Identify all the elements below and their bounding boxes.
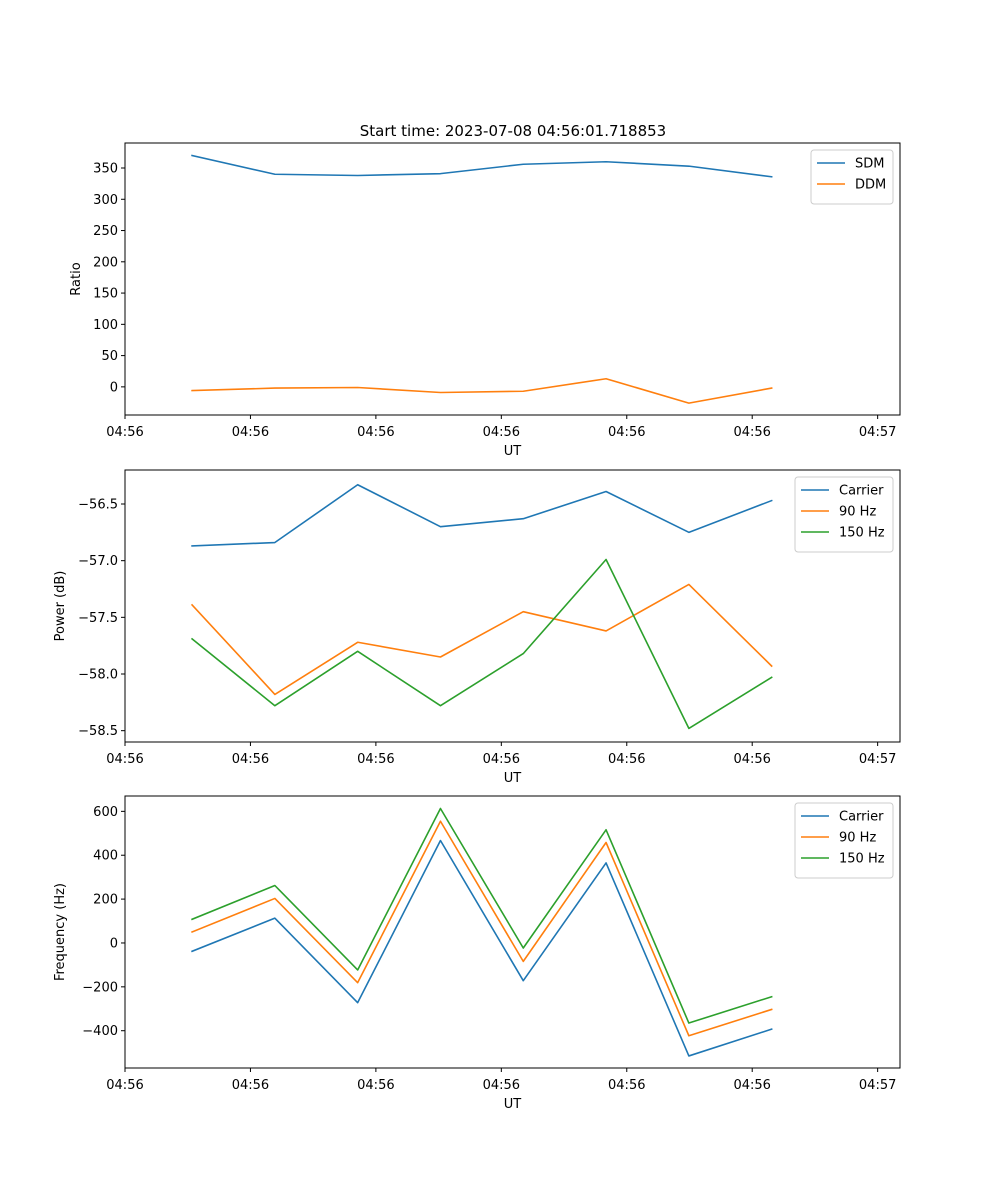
- y-tick-label: −58.0: [78, 668, 118, 683]
- y-tick-label: −400: [82, 1024, 118, 1039]
- y-tick-label: 400: [93, 849, 118, 864]
- x-tick-label: 04:56: [483, 752, 520, 767]
- axes-frame: [124, 795, 901, 1069]
- legend-label: SDM: [855, 157, 884, 172]
- legend-label: DDM: [855, 178, 886, 193]
- axes-frame: [124, 142, 901, 416]
- y-tick-label: 0: [110, 380, 118, 395]
- y-tick-label: −57.0: [78, 554, 118, 569]
- y-tick-label: 600: [93, 805, 118, 820]
- series-line-sdm: [191, 154, 773, 178]
- x-tick-label: 04:56: [357, 1078, 394, 1093]
- x-tick-label: 04:56: [357, 425, 394, 440]
- y-tick-label: 0: [110, 936, 118, 951]
- x-tick-label: 04:56: [232, 752, 269, 767]
- series-line-carrier: [191, 839, 773, 1057]
- y-tick-label: 200: [93, 255, 118, 270]
- series-line-150-hz: [191, 807, 773, 1024]
- x-tick-label: 04:56: [733, 425, 770, 440]
- power-chart: −58.5 −58.0 −57.5 −57.0 −56.5 04:56 04:56 04:56…: [53, 469, 901, 786]
- x-tick-label: 04:56: [608, 425, 645, 440]
- y-axis-label: Frequency (Hz): [53, 883, 68, 981]
- series-line-150-hz: [190, 558, 773, 730]
- legend: Carrier 90 Hz 150 Hz: [794, 802, 894, 879]
- legend-label: 150 Hz: [839, 526, 885, 541]
- x-tick-label: 04:56: [483, 425, 520, 440]
- y-tick-label: 250: [93, 224, 118, 239]
- x-tick-label: 04:56: [733, 1078, 770, 1093]
- x-tick-label: 04:56: [106, 425, 143, 440]
- x-tick-label: 04:56: [232, 1078, 269, 1093]
- frequency-chart: −400 −200 0 200 400 600 04:56 04:56 04:56 04:56 04…: [53, 795, 901, 1112]
- x-tick-label: 04:57: [859, 752, 896, 767]
- y-tick-label: −57.5: [78, 611, 118, 626]
- y-tick-label: 300: [93, 193, 118, 208]
- y-tick-label: −58.5: [78, 724, 118, 739]
- series-line-ddm: [191, 377, 773, 404]
- x-tick-label: 04:56: [483, 1078, 520, 1093]
- y-axis-label: Ratio: [69, 262, 84, 295]
- x-tick-label: 04:56: [608, 1078, 645, 1093]
- y-tick-label: 50: [101, 349, 118, 364]
- x-tick-label: 04:56: [608, 752, 645, 767]
- x-tick-label: 04:57: [859, 425, 896, 440]
- y-axis-label: Power (dB): [53, 571, 68, 642]
- plot-area: [125, 143, 900, 415]
- series-line-90-hz: [191, 820, 773, 1037]
- x-tick-label: 04:56: [357, 752, 394, 767]
- y-tick-label: −56.5: [78, 498, 118, 513]
- y-tick-label: −200: [82, 980, 118, 995]
- axes-frame: [124, 469, 901, 743]
- x-tick-label: 04:56: [733, 752, 770, 767]
- legend-box: [794, 802, 894, 879]
- legend-box: [794, 476, 894, 553]
- y-tick-label: 200: [93, 893, 118, 908]
- legend-label: 90 Hz: [839, 505, 876, 520]
- x-tick-label: 04:56: [106, 752, 143, 767]
- y-tick-label: 100: [93, 318, 118, 333]
- x-tick-label: 04:57: [859, 1078, 896, 1093]
- y-tick-label: 150: [93, 287, 118, 302]
- legend-label: Carrier: [839, 484, 884, 499]
- x-tick-label: 04:56: [106, 1078, 143, 1093]
- x-tick-label: 04:56: [232, 425, 269, 440]
- legend: Carrier 90 Hz 150 Hz: [794, 476, 894, 553]
- legend-label: Carrier: [839, 810, 884, 825]
- legend-label: 90 Hz: [839, 831, 876, 846]
- plot-area: [125, 796, 900, 1068]
- legend: SDM DDM: [810, 149, 894, 205]
- series-line-90-hz: [190, 583, 773, 696]
- x-axis-label: UT: [504, 1097, 522, 1112]
- y-tick-label: 350: [93, 162, 118, 177]
- legend-label: 150 Hz: [839, 852, 885, 867]
- series-line-carrier: [191, 483, 773, 547]
- plot-area: [125, 470, 900, 742]
- figure-title: Start time: 2023-07-08 04:56:01.718853: [360, 122, 666, 140]
- ratio-chart: 0 50 100 150 200 250 300 350 04:56 04:56 04:56 04:5…: [69, 142, 901, 459]
- x-axis-label: UT: [504, 771, 522, 786]
- x-axis-label: UT: [504, 444, 522, 459]
